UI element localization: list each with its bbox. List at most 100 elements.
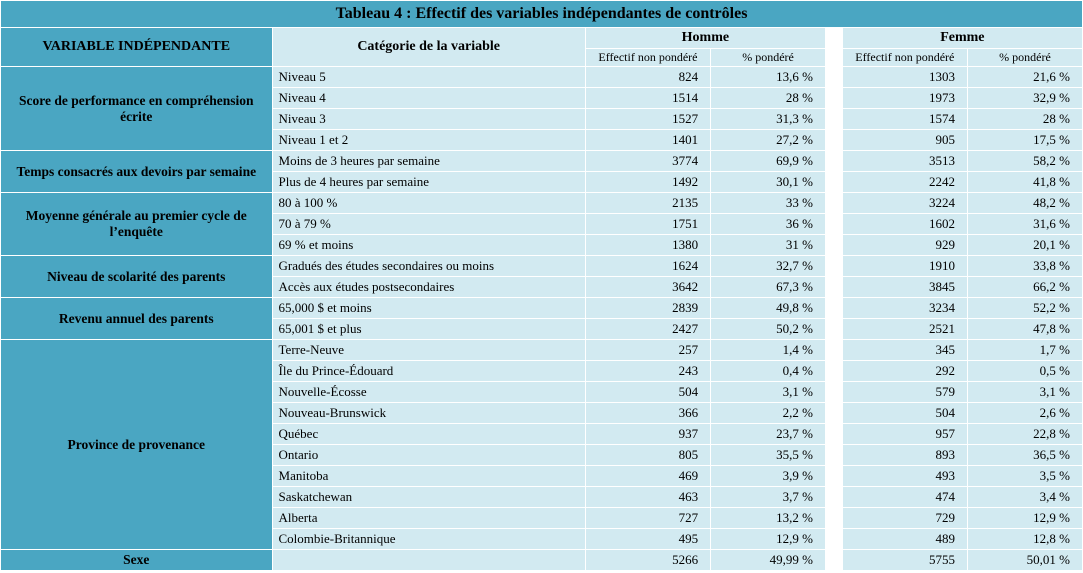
group-label: Sexe (1, 550, 273, 571)
group-label: Niveau de scolarité des parents (1, 256, 273, 298)
male-percent-cell: 2,2 % (711, 403, 826, 424)
male-percent-cell: 31,3 % (711, 109, 826, 130)
table-row: Temps consacrés aux devoirs par semaineM… (1, 151, 1083, 172)
category-cell: Manitoba (272, 466, 585, 487)
male-percent-cell: 0,4 % (711, 361, 826, 382)
header-gap (825, 28, 842, 67)
table-row: Niveau de scolarité des parentsGradués d… (1, 256, 1083, 277)
male-percent-cell: 3,7 % (711, 487, 826, 508)
male-effectif-cell: 3642 (585, 277, 710, 298)
row-gap (825, 214, 842, 235)
male-effectif-cell: 2427 (585, 319, 710, 340)
row-gap (825, 88, 842, 109)
row-gap (825, 340, 842, 361)
col-header-male: Homme (585, 28, 825, 49)
male-effectif-cell: 1380 (585, 235, 710, 256)
male-effectif-cell: 469 (585, 466, 710, 487)
row-gap (825, 466, 842, 487)
category-cell: Nouveau-Brunswick (272, 403, 585, 424)
female-percent-cell: 17,5 % (968, 130, 1083, 151)
male-effectif-cell: 504 (585, 382, 710, 403)
female-effectif-cell: 905 (842, 130, 967, 151)
female-percent-cell: 52,2 % (968, 298, 1083, 319)
male-percent-cell: 67,3 % (711, 277, 826, 298)
female-effectif-cell: 3513 (842, 151, 967, 172)
male-effectif-cell: 1624 (585, 256, 710, 277)
male-percent-cell: 35,5 % (711, 445, 826, 466)
male-effectif-cell: 366 (585, 403, 710, 424)
male-percent-cell: 49,99 % (711, 550, 826, 571)
category-cell: Terre-Neuve (272, 340, 585, 361)
male-effectif-cell: 5266 (585, 550, 710, 571)
male-percent-cell: 31 % (711, 235, 826, 256)
category-cell: 65,000 $ et moins (272, 298, 585, 319)
row-gap (825, 319, 842, 340)
male-percent-cell: 36 % (711, 214, 826, 235)
header-row-1: VARIABLE INDÉPENDANTE Catégorie de la va… (1, 28, 1083, 49)
female-effectif-cell: 489 (842, 529, 967, 550)
category-cell: 70 à 79 % (272, 214, 585, 235)
male-percent-cell: 32,7 % (711, 256, 826, 277)
female-effectif-cell: 2521 (842, 319, 967, 340)
category-cell: Alberta (272, 508, 585, 529)
row-gap (825, 424, 842, 445)
female-effectif-cell: 1303 (842, 67, 967, 88)
male-percent-cell: 1,4 % (711, 340, 826, 361)
female-percent-cell: 31,6 % (968, 214, 1083, 235)
category-cell: Québec (272, 424, 585, 445)
female-effectif-cell: 893 (842, 445, 967, 466)
group-label: Temps consacrés aux devoirs par semaine (1, 151, 273, 193)
category-cell: Île du Prince-Édouard (272, 361, 585, 382)
row-gap (825, 172, 842, 193)
male-effectif-cell: 1751 (585, 214, 710, 235)
col-header-female-eff: Effectif non pondéré (842, 49, 967, 67)
col-header-female: Femme (842, 28, 1082, 49)
female-percent-cell: 36,5 % (968, 445, 1083, 466)
female-percent-cell: 41,8 % (968, 172, 1083, 193)
female-effectif-cell: 5755 (842, 550, 967, 571)
female-percent-cell: 0,5 % (968, 361, 1083, 382)
female-percent-cell: 22,8 % (968, 424, 1083, 445)
row-gap (825, 256, 842, 277)
male-effectif-cell: 824 (585, 67, 710, 88)
row-gap (825, 529, 842, 550)
female-effectif-cell: 504 (842, 403, 967, 424)
row-gap (825, 361, 842, 382)
category-cell: Moins de 3 heures par semaine (272, 151, 585, 172)
female-percent-cell: 58,2 % (968, 151, 1083, 172)
female-percent-cell: 47,8 % (968, 319, 1083, 340)
table-row: Moyenne générale au premier cycle de l’e… (1, 193, 1083, 214)
group-label: Province de provenance (1, 340, 273, 550)
female-percent-cell: 12,9 % (968, 508, 1083, 529)
row-gap (825, 193, 842, 214)
female-effectif-cell: 1574 (842, 109, 967, 130)
female-effectif-cell: 729 (842, 508, 967, 529)
category-cell: Niveau 5 (272, 67, 585, 88)
male-percent-cell: 13,6 % (711, 67, 826, 88)
female-percent-cell: 66,2 % (968, 277, 1083, 298)
category-cell: Nouvelle-Écosse (272, 382, 585, 403)
row-gap (825, 403, 842, 424)
male-percent-cell: 30,1 % (711, 172, 826, 193)
female-percent-cell: 50,01 % (968, 550, 1083, 571)
category-cell: Colombie-Britannique (272, 529, 585, 550)
male-percent-cell: 27,2 % (711, 130, 826, 151)
female-percent-cell: 32,9 % (968, 88, 1083, 109)
female-effectif-cell: 345 (842, 340, 967, 361)
female-percent-cell: 20,1 % (968, 235, 1083, 256)
male-percent-cell: 50,2 % (711, 319, 826, 340)
table-row: Revenu annuel des parents65,000 $ et moi… (1, 298, 1083, 319)
male-effectif-cell: 1401 (585, 130, 710, 151)
female-effectif-cell: 579 (842, 382, 967, 403)
group-label: Revenu annuel des parents (1, 298, 273, 340)
female-percent-cell: 48,2 % (968, 193, 1083, 214)
female-effectif-cell: 1602 (842, 214, 967, 235)
female-percent-cell: 2,6 % (968, 403, 1083, 424)
female-percent-cell: 33,8 % (968, 256, 1083, 277)
female-percent-cell: 3,4 % (968, 487, 1083, 508)
table-row: Score de performance en compréhension éc… (1, 67, 1083, 88)
category-cell: 65,001 $ et plus (272, 319, 585, 340)
female-effectif-cell: 929 (842, 235, 967, 256)
female-effectif-cell: 474 (842, 487, 967, 508)
male-effectif-cell: 2135 (585, 193, 710, 214)
